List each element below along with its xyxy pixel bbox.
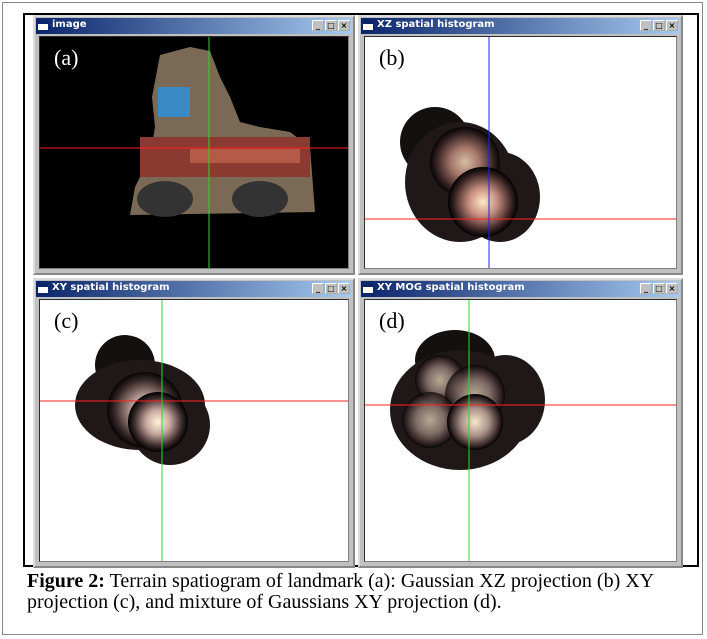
panel-label: (d) bbox=[379, 308, 405, 334]
window: XZ spatial histogram _□× (b) bbox=[358, 15, 683, 275]
maximize-button[interactable]: □ bbox=[325, 283, 337, 294]
maximize-button[interactable]: □ bbox=[653, 283, 665, 294]
histogram bbox=[365, 300, 677, 562]
title-bar: XZ spatial histogram _□× bbox=[361, 18, 680, 34]
page: image _□× (a) XZ spatial histogram _□× bbox=[2, 2, 703, 635]
window-title: XY MOG spatial histogram bbox=[377, 282, 525, 293]
window: image _□× (a) bbox=[33, 15, 355, 275]
close-button[interactable]: × bbox=[338, 20, 350, 31]
maximize-button[interactable]: □ bbox=[653, 20, 665, 31]
panel-label: (c) bbox=[54, 308, 78, 334]
minimize-button[interactable]: _ bbox=[640, 20, 652, 31]
title-bar: XY spatial histogram _□× bbox=[36, 281, 352, 297]
title-bar: XY MOG spatial histogram _□× bbox=[361, 281, 680, 297]
caption: Figure 2: Terrain spatiogram of landmark… bbox=[27, 571, 677, 613]
title-bar: image _□× bbox=[36, 18, 352, 34]
close-button[interactable]: × bbox=[338, 283, 350, 294]
minimize-button[interactable]: _ bbox=[640, 283, 652, 294]
close-button[interactable]: × bbox=[666, 283, 678, 294]
caption-heading: Figure 2: bbox=[27, 570, 105, 592]
minimize-button[interactable]: _ bbox=[312, 283, 324, 294]
maximize-button[interactable]: □ bbox=[325, 20, 337, 31]
window: XY spatial histogram _□× (c) bbox=[33, 278, 355, 568]
panel-label: (a) bbox=[54, 45, 78, 71]
histogram bbox=[40, 300, 349, 562]
window-title: XZ spatial histogram bbox=[377, 19, 495, 30]
histogram-view: (c) bbox=[39, 299, 349, 562]
histogram-view: (d) bbox=[364, 299, 677, 562]
panel-label: (b) bbox=[379, 45, 405, 71]
caption-text: Terrain spatiogram of landmark (a): Gaus… bbox=[27, 570, 653, 613]
histogram-view: (b) bbox=[364, 36, 677, 269]
close-button[interactable]: × bbox=[666, 20, 678, 31]
image bbox=[40, 37, 349, 269]
window: XY MOG spatial histogram _□× (d) bbox=[358, 278, 683, 568]
histogram bbox=[365, 37, 677, 269]
window-title: image bbox=[52, 19, 87, 30]
minimize-button[interactable]: _ bbox=[312, 20, 324, 31]
window-title: XY spatial histogram bbox=[52, 282, 170, 293]
image-view: (a) bbox=[39, 36, 349, 269]
